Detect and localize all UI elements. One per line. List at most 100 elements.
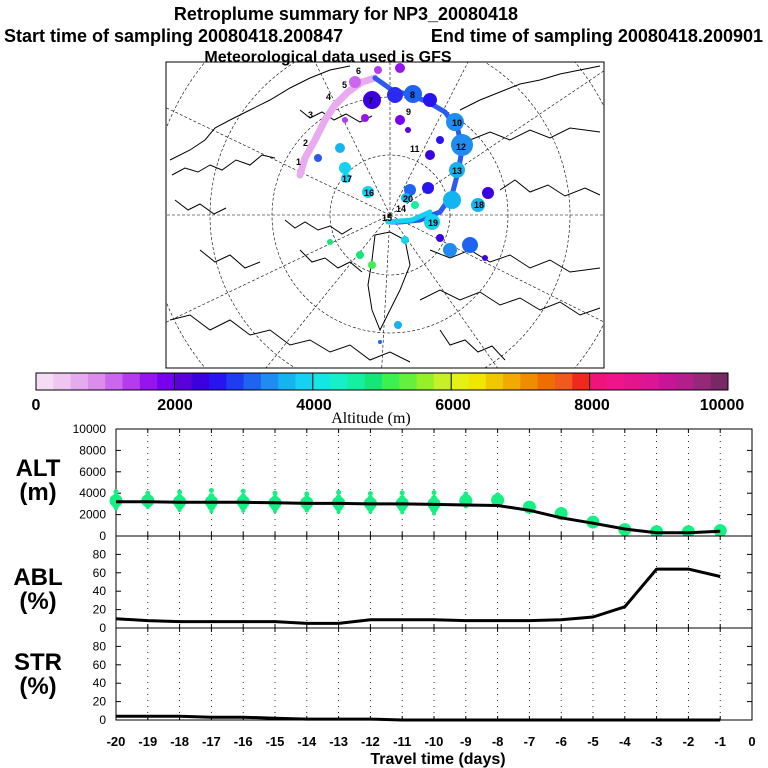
x-tick-label: -16 <box>234 734 253 749</box>
colorbar-label: Altitude (m) <box>331 410 411 427</box>
plume-marker-labels: 1 2 3 4 5 6 7 8 9 10 11 12 13 14 15 16 1… <box>296 66 484 228</box>
plume-label: 20 <box>403 194 413 204</box>
abl-panel-unit: (%) <box>19 588 56 615</box>
colorbar-segment <box>36 373 54 390</box>
x-tick-label: -1 <box>714 734 726 749</box>
y-tick-label: 0 <box>99 621 106 635</box>
plume-label: 5 <box>342 80 347 90</box>
colorbar-segment <box>503 373 521 390</box>
colorbar-segment <box>174 373 193 390</box>
x-tick-label: -13 <box>329 734 348 749</box>
altitude-cluster-dot <box>272 490 278 496</box>
abl-panel-label: ABL <box>13 564 62 591</box>
plume-label: 15 <box>382 213 392 223</box>
plume-label: 11 <box>410 144 420 154</box>
colorbar-segment <box>105 373 123 390</box>
x-tick-label: -12 <box>361 734 380 749</box>
colorbar-segment <box>70 373 89 390</box>
end-time-label: End time of sampling 20080418.200901 <box>431 26 763 46</box>
colorbar-segment <box>676 373 694 390</box>
altitude-cluster-dot <box>209 509 214 514</box>
y-tick-label: 10000 <box>73 422 107 436</box>
figure-title: Retroplume summary for NP3_20080418 <box>174 4 518 24</box>
y-tick-label: 60 <box>93 566 107 580</box>
plume-label: 13 <box>452 166 462 176</box>
plume-label: 16 <box>364 188 374 198</box>
plume-label: 2 <box>303 138 308 148</box>
colorbar-segment <box>260 373 279 390</box>
altitude-cluster-dot <box>145 505 150 510</box>
plume-label: 12 <box>456 142 466 152</box>
colorbar-segment <box>433 373 452 390</box>
colorbar-segment <box>122 373 141 390</box>
altitude-cluster-dot <box>145 490 151 496</box>
panel-frame <box>115 627 753 721</box>
altitude-cluster-dot <box>368 509 373 514</box>
altitude-cluster-dot <box>336 489 342 495</box>
altitude-cluster-dot <box>366 503 375 512</box>
colorbar-segment <box>295 373 314 390</box>
altitude-cluster-dot <box>304 491 310 497</box>
colorbar-segment <box>87 373 106 390</box>
colorbar-frame <box>35 372 729 391</box>
colorbar-tick: 10000 <box>700 397 745 414</box>
colorbar-segment <box>382 373 400 390</box>
colorbar-segment <box>537 373 556 390</box>
colorbar-tick: 2000 <box>157 397 193 414</box>
altitude-cluster-dot <box>367 495 374 502</box>
alt-panel-label: ALT <box>16 455 61 482</box>
series-line-str-fraction <box>116 714 721 722</box>
altitude-cluster-dot <box>207 502 216 511</box>
colorbar-segment <box>416 373 435 390</box>
x-tick-label: -11 <box>393 734 411 749</box>
y-tick-label: 0 <box>99 529 106 543</box>
y-tick-label: 6000 <box>79 465 106 479</box>
colorbar-segment <box>209 373 227 390</box>
colorbar-segment <box>139 373 158 390</box>
x-tick-label: -15 <box>266 734 285 749</box>
plume-label: 9 <box>406 107 411 117</box>
altitude-cluster-dot <box>208 493 215 500</box>
y-tick-label: 20 <box>93 695 107 709</box>
colorbar-tick-labels: 0 2000 4000 6000 8000 10000 <box>32 397 745 414</box>
colorbar-segment <box>53 373 71 390</box>
plume-label: 10 <box>452 118 462 128</box>
altitude-cluster-dot <box>175 501 184 510</box>
y-tick-label: 80 <box>93 639 107 653</box>
colorbar-segment <box>364 373 383 390</box>
plume-label: 8 <box>410 90 415 100</box>
plume-label: 14 <box>396 204 406 214</box>
y-tick-label: 80 <box>93 547 107 561</box>
altitude-cluster-dot <box>334 503 343 512</box>
plume-markers <box>314 63 494 344</box>
altitude-cluster-dot <box>177 489 183 495</box>
plume-label: 3 <box>308 110 313 120</box>
plume-label: 6 <box>356 66 361 76</box>
x-tick-label: -2 <box>683 734 695 749</box>
altitude-cluster-dot <box>273 509 277 514</box>
colorbar-segment <box>710 373 729 390</box>
panel-alt: 0 2000 4000 6000 8000 10000 <box>73 422 753 543</box>
altitude-cluster-dot <box>590 515 596 521</box>
plume-label: 4 <box>326 92 331 102</box>
altitude-cluster-dot <box>398 503 407 512</box>
colorbar-segment <box>658 373 677 390</box>
colorbar-segment <box>157 373 175 390</box>
x-tick-label: -17 <box>202 734 221 749</box>
panel-frame <box>115 428 753 537</box>
x-axis-label: Travel time (days) <box>370 751 505 768</box>
series-line-mean-altitude <box>116 500 721 535</box>
x-tick-label: -8 <box>492 734 504 749</box>
colorbar-segment <box>693 373 712 390</box>
colorbar-segment <box>520 373 539 390</box>
altitude-cluster-dot <box>239 502 248 511</box>
altitude-cluster-dot <box>114 506 118 511</box>
altitude-cluster-dot <box>399 490 405 496</box>
panel-abl: 0 20 40 60 80 <box>93 535 753 635</box>
colorbar-segment <box>485 373 504 390</box>
altitude-cluster-dot <box>495 492 501 498</box>
panel-str: 0 20 40 60 80 <box>93 627 753 727</box>
colorbar-segment <box>606 373 625 390</box>
colorbar-segment <box>572 373 590 390</box>
altitude-cluster-dot <box>526 501 532 507</box>
